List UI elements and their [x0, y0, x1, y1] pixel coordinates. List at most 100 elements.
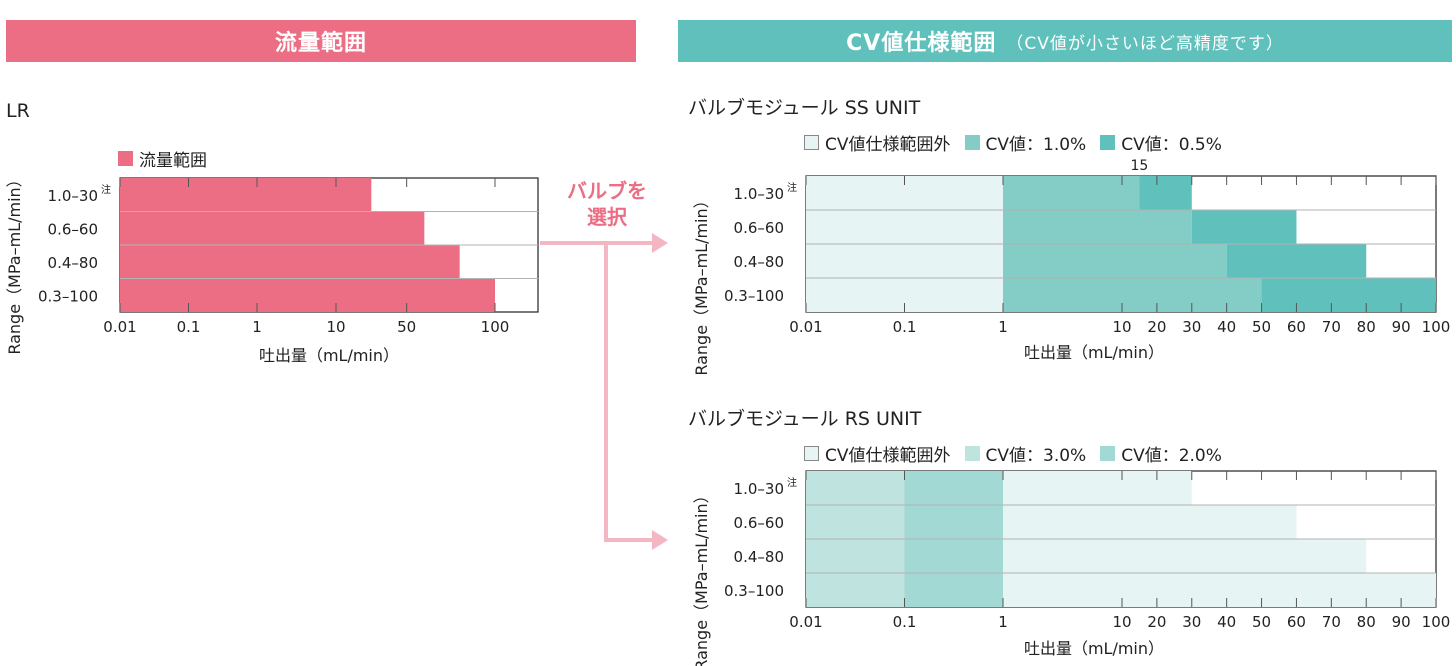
- rs-tick-label-2: 1: [998, 613, 1008, 631]
- ss-bar-s1-r3: [1003, 278, 1262, 312]
- ss-legend-label-outside: CV値仕様範囲外: [825, 135, 951, 155]
- lr-chart: 0.01 0.1 1 10 50 100 1.0–30 注 0.6–60 0.4–80 0.3–10…: [5, 171, 539, 365]
- lr-x-axis-title: 吐出量（mL/min）: [259, 346, 399, 365]
- ss-category-label-1: 0.6–60: [734, 219, 784, 237]
- ss-category-label-3: 0.3–100: [724, 287, 784, 305]
- rs-unit-chart: 0.01 0.1 1 10 20 30 40 50 60 70 80 90 100 1.0–30 注 0.6–…: [692, 470, 1451, 666]
- lr-tick-label-1: 0.1: [177, 318, 201, 336]
- rs-chart-title: バルブモジュール RS UNIT: [688, 408, 922, 430]
- rs-bar-s1-r1: [904, 505, 1003, 539]
- ss-tick-label-0: 0.01: [789, 318, 822, 336]
- lr-tick-label-4: 50: [397, 318, 416, 336]
- rs-bar-s0-r0: [806, 471, 905, 505]
- rs-bar-s2-r0: [1003, 471, 1192, 505]
- rs-tick-label-12: 100: [1422, 613, 1451, 631]
- ss-legend-item-cv05: CV値：0.5%: [1100, 130, 1222, 155]
- lr-bar-s0-r1: [120, 211, 425, 245]
- rs-category-label-3: 0.3–100: [724, 582, 784, 600]
- rs-legend-label-cv3: CV値：3.0%: [985, 446, 1087, 466]
- ss-category-label-0: 1.0–30: [734, 185, 784, 203]
- rs-bar-s2-r3: [1003, 573, 1436, 607]
- ss-bar-s0-r2: [806, 244, 1003, 278]
- ss-note-mark-0: 注: [787, 181, 797, 194]
- select-valve-label-line2: 選択: [587, 205, 627, 229]
- rs-tick-label-10: 80: [1357, 613, 1376, 631]
- rs-bar-s0-r1: [806, 505, 905, 539]
- rs-tick-label-1: 0.1: [893, 613, 917, 631]
- ss-category-label-2: 0.4–80: [734, 253, 784, 271]
- ss-legend-swatch-cv1: [964, 135, 980, 150]
- rs-legend-swatch-cv2: [1100, 446, 1116, 461]
- ss-tick-label-4: 20: [1147, 318, 1166, 336]
- lr-category-label-0: 1.0–30: [48, 187, 98, 205]
- ss-bar-s2-r2: [1226, 244, 1367, 278]
- ss-bar-s0-r1: [806, 210, 1003, 244]
- ss-tick-label-8: 60: [1287, 318, 1306, 336]
- lr-tick-label-2: 1: [252, 318, 262, 336]
- rs-category-label-1: 0.6–60: [734, 514, 784, 532]
- lr-bar-s0-r3: [120, 278, 495, 312]
- rs-y-axis-title: Range（MPa–mL/min）: [692, 487, 711, 666]
- ss-bar-s1-r2: [1003, 244, 1227, 278]
- lr-category-label-3: 0.3–100: [38, 287, 98, 305]
- lr-tick-label-3: 10: [326, 318, 345, 336]
- select-arrows: [540, 233, 668, 550]
- rs-tick-label-0: 0.01: [789, 613, 822, 631]
- rs-legend-swatch-cv3: [964, 446, 980, 461]
- lr-bar-s0-r0: [120, 178, 372, 212]
- ss-tick-label-1: 0.1: [893, 318, 917, 336]
- ss-tick-label-7: 50: [1252, 318, 1271, 336]
- ss-annotation: 15: [1131, 158, 1149, 174]
- select-valve-label: バルブを 選択: [552, 178, 662, 230]
- ss-tick-label-3: 10: [1112, 318, 1131, 336]
- rs-bar-s2-r2: [1003, 539, 1367, 573]
- rs-tick-label-7: 50: [1252, 613, 1271, 631]
- rs-legend-label-cv2: CV値：2.0%: [1121, 446, 1222, 466]
- lr-legend-swatch: [118, 151, 133, 166]
- rs-x-axis-title: 吐出量（mL/min）: [1024, 639, 1164, 658]
- rs-bar-s0-r3: [806, 573, 905, 607]
- lr-legend-label: 流量範囲: [139, 151, 207, 171]
- ss-unit-chart: 0.01 0.1 1 10 20 30 40 50 60 70 80 90 100 1.0–30 注 0.6–…: [692, 158, 1450, 376]
- rs-bar-s0-r2: [806, 539, 905, 573]
- ss-legend-swatch-outside: [804, 135, 819, 150]
- ss-chart-title: バルブモジュール SS UNIT: [688, 97, 921, 119]
- arrow-to-ss-head: [652, 233, 668, 253]
- rs-legend-item-cv3: CV値：3.0%: [964, 441, 1087, 466]
- rs-legend: CV値仕様範囲外 CV値：3.0% CV値：2.0%: [804, 441, 1236, 466]
- ss-bar-s1-r1: [1003, 210, 1192, 244]
- arrow-to-rs-head: [652, 530, 668, 550]
- ss-legend-label-cv1: CV値：1.0%: [985, 135, 1087, 155]
- ss-bar-s2-r1: [1191, 210, 1297, 244]
- flow-range-banner: 流量範囲: [6, 20, 636, 62]
- rs-tick-label-3: 10: [1112, 613, 1131, 631]
- rs-legend-label-outside: CV値仕様範囲外: [825, 446, 951, 466]
- ss-legend-item-outside: CV値仕様範囲外: [804, 130, 951, 155]
- rs-tick-label-4: 20: [1147, 613, 1166, 631]
- rs-legend-item-outside: CV値仕様範囲外: [804, 441, 951, 466]
- ss-tick-label-9: 70: [1322, 318, 1341, 336]
- rs-tick-label-6: 40: [1217, 613, 1236, 631]
- lr-tick-label-5: 100: [481, 318, 510, 336]
- rs-tick-label-11: 90: [1392, 613, 1411, 631]
- rs-bar-s1-r3: [904, 573, 1003, 607]
- rs-tick-label-8: 60: [1287, 613, 1306, 631]
- ss-legend-label-cv05: CV値：0.5%: [1121, 135, 1222, 155]
- rs-bar-s1-r0: [904, 471, 1003, 505]
- lr-bar-s0-r2: [120, 245, 460, 279]
- lr-chart-title: LR: [6, 100, 30, 122]
- rs-tick-label-9: 70: [1322, 613, 1341, 631]
- rs-legend-swatch-outside: [804, 446, 819, 461]
- lr-note-mark-0: 注: [101, 183, 111, 196]
- rs-bar-s1-r2: [904, 539, 1003, 573]
- cv-spec-banner-title: CV値仕様範囲: [846, 31, 997, 56]
- ss-legend-item-cv1: CV値：1.0%: [964, 130, 1087, 155]
- lr-legend-item: 流量範囲: [118, 146, 207, 171]
- lr-category-label-2: 0.4–80: [48, 254, 98, 272]
- ss-tick-label-10: 80: [1357, 318, 1376, 336]
- lr-y-axis-title: Range（MPa–mL/min）: [5, 171, 24, 354]
- ss-x-axis-title: 吐出量（mL/min）: [1024, 343, 1164, 362]
- ss-bar-s1-r0: [1003, 176, 1140, 210]
- rs-category-label-2: 0.4–80: [734, 548, 784, 566]
